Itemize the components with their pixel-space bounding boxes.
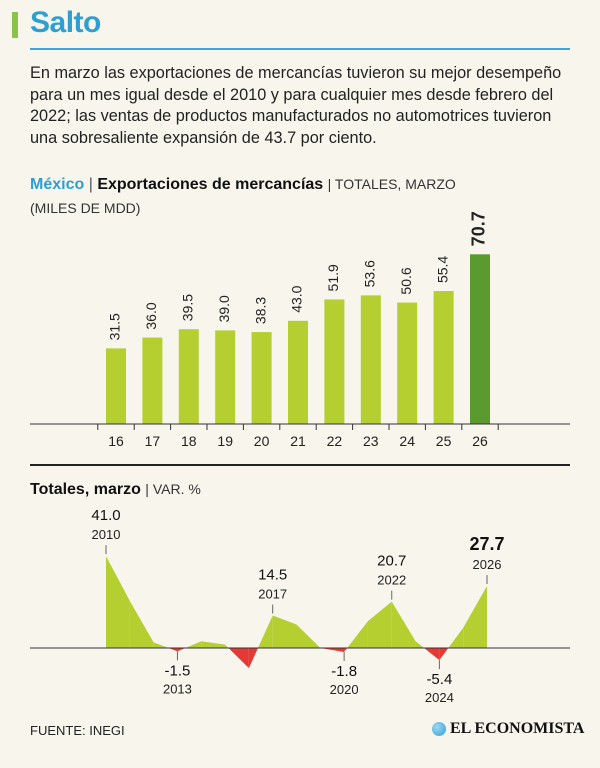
annotation-value-2026: 27.7	[469, 534, 504, 554]
section-divider	[30, 464, 570, 466]
bar-value-label: 50.6	[398, 267, 414, 294]
x-tick-label: 24	[399, 433, 415, 449]
area-positive-segment	[448, 627, 464, 648]
bar-value-label: 55.4	[434, 256, 450, 283]
bar-value-label: 31.5	[107, 313, 123, 340]
area-positive-segment	[106, 556, 130, 648]
bar-value-label: 39.5	[180, 294, 196, 321]
annotation-year-2024: 2024	[425, 690, 454, 705]
annotation-year-2017: 2017	[258, 587, 287, 602]
annotation-value-2022: 20.7	[377, 553, 406, 570]
area-positive-segment	[296, 624, 321, 648]
area-chart-subtitle: | VAR. %	[145, 481, 201, 497]
area-negative-segment	[320, 648, 345, 653]
area-positive-segment	[391, 601, 416, 648]
x-tick-label: 17	[145, 433, 161, 449]
area-positive-segment	[153, 642, 169, 648]
area-positive-segment	[185, 641, 202, 648]
bar-21	[288, 320, 308, 424]
area-positive-segment	[225, 644, 229, 648]
bar-value-label: 39.0	[216, 295, 232, 322]
chart-country: México	[30, 176, 85, 193]
annotation-year-2026: 2026	[473, 557, 502, 572]
brand-globe-icon	[432, 722, 446, 736]
header-rule	[30, 48, 570, 50]
x-tick-label: 26	[472, 433, 488, 449]
bar-16	[106, 348, 126, 424]
area-negative-segment	[228, 648, 249, 669]
area-chart-title: Totales, marzo | VAR. %	[30, 481, 201, 499]
x-tick-label: 21	[290, 433, 306, 449]
x-tick-label: 16	[108, 433, 124, 449]
bar-value-label: 38.3	[252, 297, 268, 324]
annotation-value-2017: 14.5	[258, 567, 287, 584]
x-tick-label: 23	[363, 433, 379, 449]
area-negative-segment	[439, 648, 449, 661]
area-positive-segment	[201, 641, 226, 648]
bar-chart-unit: (MILES DE MDD)	[30, 200, 141, 216]
bar-value-label: 70.7	[469, 211, 489, 246]
annotation-year-2022: 2022	[377, 573, 406, 588]
brand-logo-block: EL ECONOMISTA	[432, 720, 584, 738]
area-positive-segment	[129, 600, 154, 648]
brand-name: EL ECONOMISTA	[450, 720, 585, 737]
bar-19	[215, 330, 236, 424]
bar-chart-main-title: Exportaciones de mercancías	[97, 176, 324, 193]
annotation-year-2013: 2013	[163, 681, 192, 696]
area-negative-segment	[424, 648, 440, 661]
area-negative-segment	[168, 648, 178, 652]
headline-title: Salto	[30, 6, 101, 39]
area-negative-segment	[248, 648, 258, 669]
x-tick-label: 20	[254, 433, 270, 449]
area-negative-segment	[344, 648, 348, 653]
x-tick-label: 19	[217, 433, 233, 449]
bar-23	[360, 295, 381, 424]
annotation-value-2010: 41.0	[91, 507, 120, 524]
bar-value-label: 51.9	[325, 264, 341, 291]
bar-18	[178, 329, 199, 424]
bar-value-label: 53.6	[362, 260, 378, 287]
x-tick-label: 25	[436, 433, 452, 449]
bar-chart-subtitle: | TOTALES, MARZO	[327, 176, 456, 192]
source-note: FUENTE: INEGI	[30, 723, 125, 738]
annotation-value-2020: -1.8	[331, 663, 357, 680]
x-tick-label: 18	[181, 433, 197, 449]
area-positive-segment	[415, 641, 425, 648]
area-negative-segment	[177, 648, 186, 652]
title-accent-bar	[12, 12, 18, 38]
bar-22	[324, 299, 345, 424]
bar-26	[470, 254, 490, 424]
bar-25	[433, 291, 454, 424]
area-positive-segment	[347, 621, 368, 648]
annotation-year-2010: 2010	[92, 527, 121, 542]
area-positive-segment	[272, 615, 297, 648]
bar-17	[142, 337, 163, 424]
area-positive-segment	[463, 585, 487, 648]
lead-paragraph: En marzo las exportaciones de mercancías…	[30, 64, 562, 147]
bar-chart-title: México | Exportaciones de mercancías | T…	[30, 174, 456, 195]
title-separator: |	[88, 176, 93, 193]
area-positive-segment	[367, 601, 392, 648]
area-chart-main-title: Totales, marzo	[30, 481, 141, 498]
bar-value-label: 43.0	[289, 285, 305, 312]
bar-20	[251, 332, 272, 424]
annotation-value-2013: -1.5	[165, 662, 191, 679]
annotation-value-2024: -5.4	[426, 671, 452, 688]
annotation-year-2020: 2020	[330, 682, 359, 697]
area-positive-segment	[257, 615, 273, 648]
bar-value-label: 36.0	[143, 302, 159, 329]
bar-24	[397, 302, 418, 424]
x-tick-label: 22	[327, 433, 343, 449]
